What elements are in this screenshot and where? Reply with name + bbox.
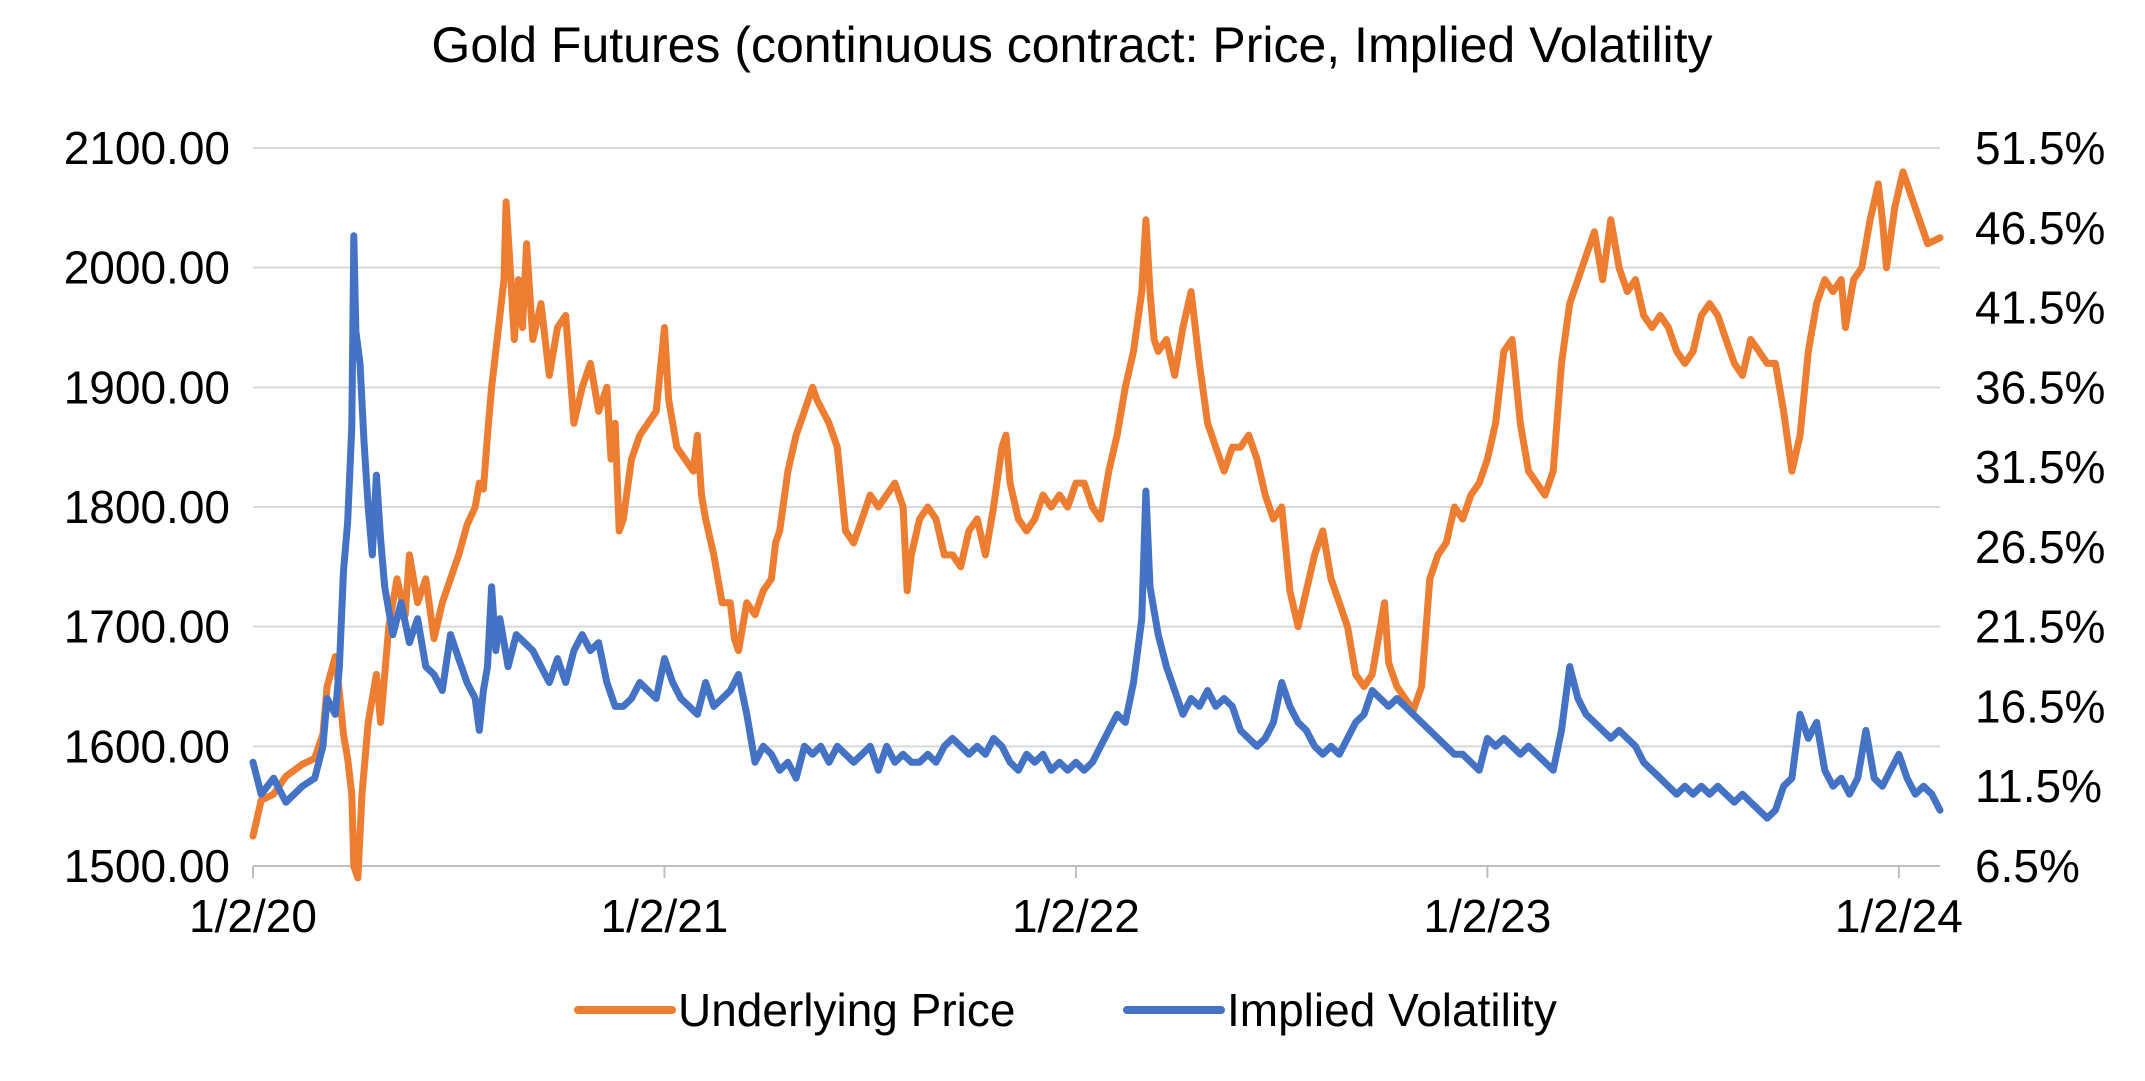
right-tick-label: 16.5% (1975, 680, 2105, 732)
right-tick-label: 11.5% (1975, 760, 2102, 812)
x-tick-label: 1/2/23 (1423, 890, 1551, 942)
right-tick-label: 36.5% (1975, 361, 2105, 413)
left-tick-label: 1800.00 (64, 481, 230, 533)
x-tick-label: 1/2/21 (601, 890, 729, 942)
left-tick-label: 2000.00 (64, 242, 230, 294)
right-tick-label: 41.5% (1975, 282, 2105, 334)
series-lines (249, 168, 1944, 882)
legend-label-implied-volatility: Implied Volatility (1227, 984, 1557, 1036)
left-tick-label: 1900.00 (64, 361, 230, 413)
right-tick-label: 31.5% (1975, 441, 2105, 493)
right-tick-label: 46.5% (1975, 202, 2105, 254)
legend: Underlying Price Implied Volatility (574, 984, 1557, 1036)
right-tick-label: 6.5% (1975, 840, 2080, 892)
right-tick-label: 26.5% (1975, 521, 2105, 573)
right-tick-label: 51.5% (1975, 122, 2105, 174)
x-tick-label: 1/2/22 (1012, 890, 1140, 942)
left-tick-label: 1600.00 (64, 720, 230, 772)
x-tick-label: 1/2/20 (189, 890, 317, 942)
right-y-axis: 51.5% 46.5% 41.5% 36.5% 31.5% 26.5% 21.5% 16.5%… (1975, 122, 2105, 892)
underlying-price-line (249, 168, 1944, 882)
x-axis: 1/2/20 1/2/21 1/2/22 1/2/23 1/2/24 (189, 866, 1963, 942)
left-tick-label: 2100.00 (64, 122, 230, 174)
chart-title: Gold Futures (continuous contract: Price… (431, 17, 1712, 73)
left-tick-label: 1500.00 (64, 840, 230, 892)
left-y-axis: 2100.00 2000.00 1900.00 1800.00 1700.00 1600.… (64, 122, 230, 892)
legend-label-underlying-price: Underlying Price (678, 984, 1015, 1036)
right-tick-label: 21.5% (1975, 601, 2105, 653)
implied-volatility-line (249, 232, 1944, 822)
left-tick-label: 1700.00 (64, 601, 230, 653)
x-tick-label: 1/2/24 (1835, 890, 1963, 942)
